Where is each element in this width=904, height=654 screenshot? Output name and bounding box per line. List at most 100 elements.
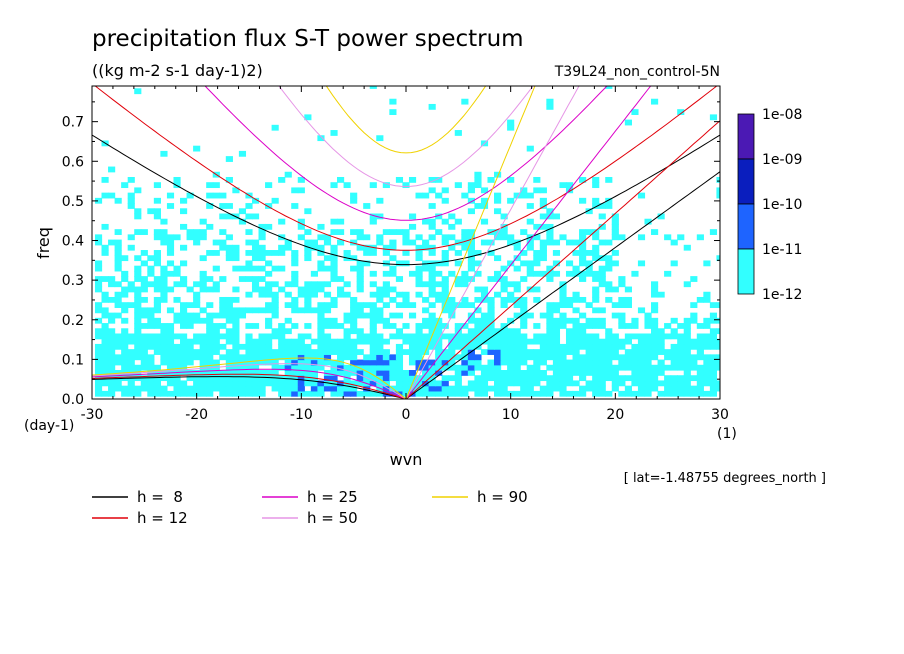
- heat-cell: [461, 390, 469, 397]
- heat-cell: [121, 390, 129, 397]
- heat-cell: [559, 302, 567, 309]
- heat-cell: [330, 218, 338, 225]
- heat-cell: [108, 343, 116, 350]
- heat-cell: [422, 370, 430, 376]
- heat-cell: [579, 333, 587, 340]
- heat-cell: [232, 286, 240, 293]
- heat-cell: [526, 260, 534, 267]
- heat-cell: [513, 312, 521, 319]
- heat-cell: [520, 187, 528, 194]
- heat-cell: [572, 307, 580, 314]
- heat-cell: [467, 302, 475, 309]
- heat-cell: [258, 286, 266, 293]
- heat-cell: [258, 354, 266, 361]
- heat-cell: [265, 307, 273, 314]
- heat-cell: [140, 380, 148, 387]
- heat-cell: [592, 343, 600, 350]
- heat-cell: [716, 176, 720, 183]
- dispersion-line: [92, 373, 407, 399]
- heat-cell: [598, 359, 606, 366]
- heat-cell: [565, 302, 574, 309]
- heat-cell: [683, 328, 691, 335]
- heat-cell: [271, 302, 279, 309]
- heat-cell: [624, 385, 632, 392]
- heat-cell: [487, 323, 495, 329]
- heat-cell: [350, 343, 358, 350]
- heat-cell: [140, 333, 148, 340]
- heat-cell: [363, 203, 371, 209]
- heat-cell: [572, 270, 580, 277]
- heat-cell: [572, 359, 580, 366]
- heat-cell: [382, 375, 390, 382]
- heat-cell: [651, 229, 659, 235]
- heat-cell: [173, 234, 181, 241]
- heat-cell: [180, 276, 188, 282]
- heat-cell: [212, 239, 220, 246]
- heat-cell: [160, 375, 168, 382]
- heat-cell: [624, 302, 632, 309]
- heat-cell: [127, 302, 135, 309]
- heat-cell: [559, 375, 567, 382]
- heat-cell: [291, 276, 299, 282]
- heat-cell: [592, 370, 600, 376]
- y-tick-label: 0.6: [62, 154, 84, 170]
- heat-cell: [565, 182, 574, 189]
- heat-cell: [552, 213, 561, 220]
- heat-cell: [664, 270, 672, 277]
- heat-cell: [422, 385, 430, 392]
- heat-cell: [193, 370, 201, 376]
- heat-cell: [448, 302, 456, 309]
- heat-cell: [363, 338, 371, 345]
- heat-cell: [304, 380, 312, 387]
- heat-cell: [539, 244, 547, 251]
- heat-cell: [696, 296, 704, 303]
- heat-cell: [166, 338, 175, 345]
- heat-cell: [278, 250, 286, 256]
- heat-cell: [467, 255, 475, 262]
- heat-cell: [677, 375, 685, 382]
- heat-cell: [284, 380, 292, 387]
- heat-cell: [108, 385, 116, 392]
- heat-cell: [166, 234, 175, 241]
- heat-cell: [232, 380, 240, 387]
- heat-cell: [428, 187, 436, 194]
- heat-cell: [598, 323, 606, 329]
- dispersion-line: [405, 120, 720, 399]
- heat-cell: [592, 390, 600, 397]
- heat-cell: [624, 359, 632, 366]
- heat-cell: [415, 338, 423, 345]
- heat-cell: [559, 281, 567, 288]
- heat-cell: [330, 317, 338, 324]
- heat-cell: [317, 223, 325, 230]
- heat-cell: [709, 317, 718, 324]
- heat-cell: [559, 390, 567, 397]
- heat-cell: [363, 244, 371, 251]
- legend-label: h = 90: [477, 488, 528, 506]
- heat-cell: [559, 182, 567, 189]
- heat-cell: [291, 370, 299, 376]
- heat-cell: [395, 302, 404, 309]
- heat-cell: [441, 255, 449, 262]
- heat-cell: [664, 375, 672, 382]
- heat-cell: [186, 370, 194, 376]
- heat-cell: [709, 333, 718, 340]
- heat-cell: [219, 203, 227, 209]
- heat-cell: [664, 385, 672, 392]
- heat-cell: [330, 250, 338, 256]
- heat-cell: [703, 260, 711, 267]
- heat-cell: [114, 302, 122, 309]
- heat-cell: [291, 281, 299, 288]
- heat-cell: [690, 354, 698, 361]
- heat-cell: [369, 317, 377, 324]
- heat-cell: [304, 286, 312, 293]
- heat-cell: [709, 338, 718, 345]
- heat-cell: [520, 192, 528, 199]
- heat-cell: [709, 354, 718, 361]
- heat-cell: [395, 380, 404, 387]
- heat-cell: [408, 270, 417, 277]
- heat-cell: [369, 323, 377, 329]
- heat-cell: [696, 370, 704, 376]
- heat-cell: [160, 343, 168, 350]
- heat-cell: [121, 343, 129, 350]
- heat-cell: [395, 385, 404, 392]
